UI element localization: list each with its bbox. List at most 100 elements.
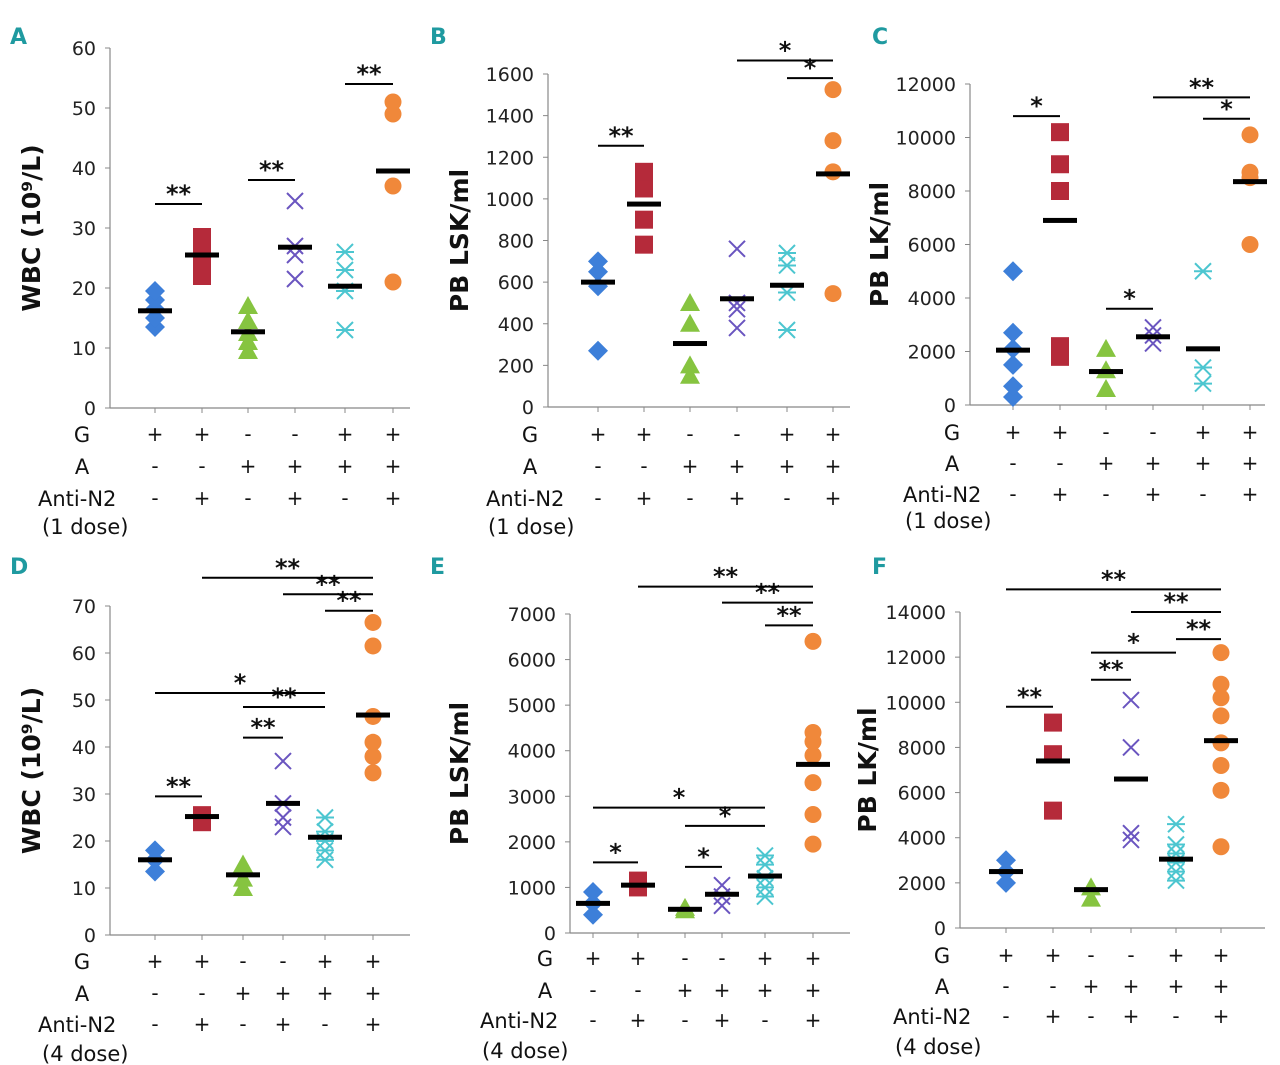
- significance-label: **: [1017, 683, 1043, 711]
- data-point: [824, 285, 842, 303]
- data-point: [778, 256, 796, 275]
- data-point: [364, 764, 382, 782]
- data-point: [1241, 236, 1259, 253]
- treatment-sign: +: [757, 978, 774, 1002]
- data-point: [364, 733, 382, 751]
- data-point: [756, 846, 774, 865]
- data-point: [1044, 801, 1062, 820]
- treatment-sign: -: [733, 422, 740, 446]
- significance-label: *: [1127, 629, 1140, 657]
- treatment-sign: +: [682, 454, 699, 478]
- data-point: [588, 261, 608, 282]
- row-label-anti-n2: Anti-N2: [893, 1005, 971, 1029]
- treatment-sign: +: [998, 943, 1015, 967]
- data-point: [804, 746, 822, 764]
- y-tick-label: 1000: [486, 189, 534, 211]
- data-point: [1051, 182, 1069, 200]
- row-label-anti-n2: Anti-N2: [486, 487, 564, 511]
- significance-label: **: [250, 714, 276, 742]
- significance-label: **: [1189, 73, 1215, 101]
- significance-label: **: [275, 554, 301, 582]
- data-point: [1122, 824, 1140, 842]
- data-point: [756, 887, 774, 906]
- treatment-sign: +: [1145, 451, 1162, 475]
- treatment-sign: -: [1056, 451, 1063, 475]
- significance-label: *: [1123, 285, 1136, 313]
- data-point: [1167, 835, 1185, 854]
- row-label-g: G: [944, 421, 960, 445]
- data-point: [728, 319, 746, 337]
- group-mean-bar: [816, 171, 850, 177]
- treatment-sign: -: [151, 486, 158, 510]
- row-label-g: G: [537, 947, 553, 971]
- row-label-a: A: [538, 979, 553, 1003]
- group-mean-bar: [1186, 346, 1220, 352]
- y-tick-label: 4000: [508, 741, 556, 763]
- treatment-sign: +: [714, 978, 731, 1002]
- y-tick-label: 3000: [508, 786, 556, 808]
- y-tick-label: 0: [84, 925, 96, 947]
- group-mean-bar: [1159, 856, 1193, 862]
- data-point: [1003, 261, 1023, 282]
- treatment-sign: +: [1195, 451, 1212, 475]
- y-tick-label: 10000: [886, 692, 946, 714]
- y-axis-label: PB LK/ml: [865, 182, 894, 307]
- treatment-sign: -: [686, 422, 693, 446]
- significance-label: **: [608, 122, 634, 150]
- data-point: [680, 313, 700, 332]
- treatment-sign: -: [151, 454, 158, 478]
- treatment-sign: -: [151, 981, 158, 1005]
- group-mean-bar: [720, 296, 754, 302]
- treatment-sign: +: [317, 981, 334, 1005]
- y-tick-label: 2000: [898, 873, 946, 895]
- treatment-sign: +: [1213, 943, 1230, 967]
- data-point: [635, 179, 653, 198]
- data-point: [274, 818, 292, 836]
- y-tick-label: 30: [72, 218, 96, 240]
- treatment-sign: +: [1045, 943, 1062, 967]
- treatment-sign: -: [1087, 943, 1094, 967]
- treatment-sign: +: [590, 422, 607, 446]
- treatment-sign: +: [365, 1012, 382, 1036]
- treatment-sign: +: [779, 422, 796, 446]
- group-mean-bar: [996, 347, 1030, 353]
- group-mean-bar: [278, 244, 312, 250]
- panel-f: F 0 2000 4000 6000 8000 10000 12000 14000 PB LK/m…: [853, 555, 1265, 1059]
- treatment-sign: +: [385, 454, 402, 478]
- panel-letter: F: [872, 555, 887, 580]
- y-tick-label: 1600: [486, 64, 534, 86]
- significance-label: *: [697, 843, 710, 871]
- treatment-sign: -: [1002, 974, 1009, 998]
- treatment-sign: -: [686, 486, 693, 510]
- data-point: [1194, 262, 1212, 280]
- data-point: [713, 896, 731, 915]
- panel-letter: B: [430, 25, 447, 50]
- y-tick-label: 5000: [508, 695, 556, 717]
- dose-label: (1 dose): [905, 509, 991, 533]
- treatment-sign: -: [198, 454, 205, 478]
- y-tick-label: 0: [944, 395, 956, 417]
- group-mean-bar: [627, 201, 661, 207]
- y-axis-label: PB LK/ml: [853, 707, 882, 832]
- group-mean-bar: [308, 834, 342, 840]
- significance-label: **: [166, 180, 192, 208]
- treatment-sign: +: [147, 949, 164, 973]
- y-tick-label: 0: [544, 923, 556, 945]
- y-tick-label: 50: [72, 98, 96, 120]
- treatment-sign: -: [239, 949, 246, 973]
- treatment-sign: +: [1195, 420, 1212, 444]
- treatment-sign: -: [1102, 482, 1109, 506]
- data-point: [588, 340, 608, 361]
- treatment-sign: +: [1242, 482, 1259, 506]
- y-tick-label: 0: [934, 918, 946, 940]
- data-point: [635, 162, 653, 181]
- group-mean-bar: [989, 869, 1023, 875]
- group-mean-bar: [668, 906, 702, 912]
- group-mean-bar: [1204, 738, 1238, 744]
- row-label-anti-n2: Anti-N2: [38, 1013, 116, 1037]
- data-point: [316, 851, 334, 869]
- data-point: [145, 861, 165, 882]
- y-tick-label: 800: [498, 231, 534, 253]
- treatment-sign: +: [630, 946, 647, 970]
- data-point: [1144, 318, 1162, 337]
